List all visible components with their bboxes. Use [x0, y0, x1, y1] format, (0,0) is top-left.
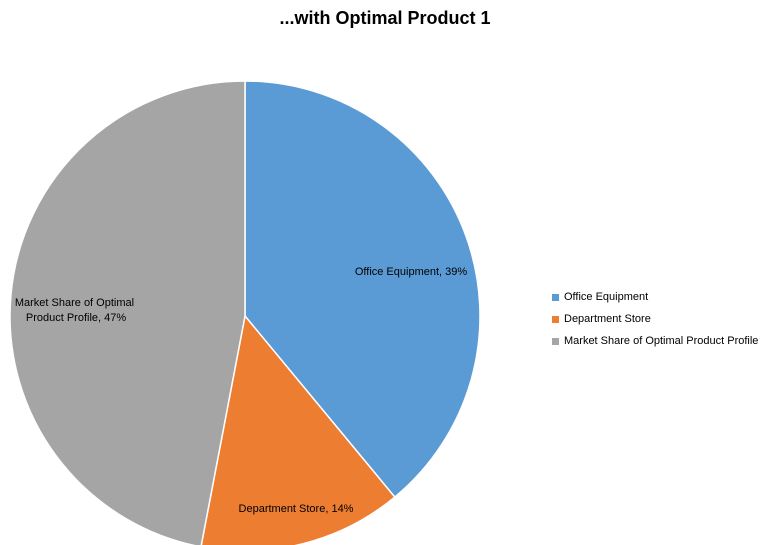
slice-market-share	[9, 80, 246, 545]
data-label-market-share-line-1: Market Share of Optimal	[15, 297, 134, 309]
legend-label-market-share: Market Share of Optimal Product Profile	[564, 335, 759, 347]
data-label-department-store: Department Store, 14%	[239, 503, 354, 515]
legend-swatch-market-share	[552, 337, 559, 345]
legend-item-department-store: Department Store	[552, 308, 758, 330]
legend-item-market-share: Market Share of Optimal Product Profile	[552, 330, 758, 352]
data-label-office-equipment: Office Equipment, 39%	[355, 266, 468, 278]
chart-title: ...with Optimal Product 1	[279, 8, 491, 28]
legend-item-office-equipment: Office Equipment	[552, 286, 758, 308]
data-label-market-share: Market Share of Optimal Product Profile,…	[15, 297, 137, 324]
slice-office-equipment	[244, 80, 481, 499]
legend-label-office-equipment: Office Equipment	[564, 291, 649, 303]
pie-slices	[9, 80, 481, 545]
legend-swatch-department-store	[552, 315, 559, 323]
legend-label-department-store: Department Store	[564, 313, 651, 325]
pie-data-labels: Office Equipment, 39% Department Store, …	[15, 266, 468, 515]
legend: Office Equipment Department Store Market…	[552, 286, 758, 352]
data-label-market-share-line-2: Product Profile, 47%	[26, 312, 126, 324]
slice-department-store	[200, 314, 396, 545]
legend-swatch-office-equipment	[552, 293, 559, 301]
